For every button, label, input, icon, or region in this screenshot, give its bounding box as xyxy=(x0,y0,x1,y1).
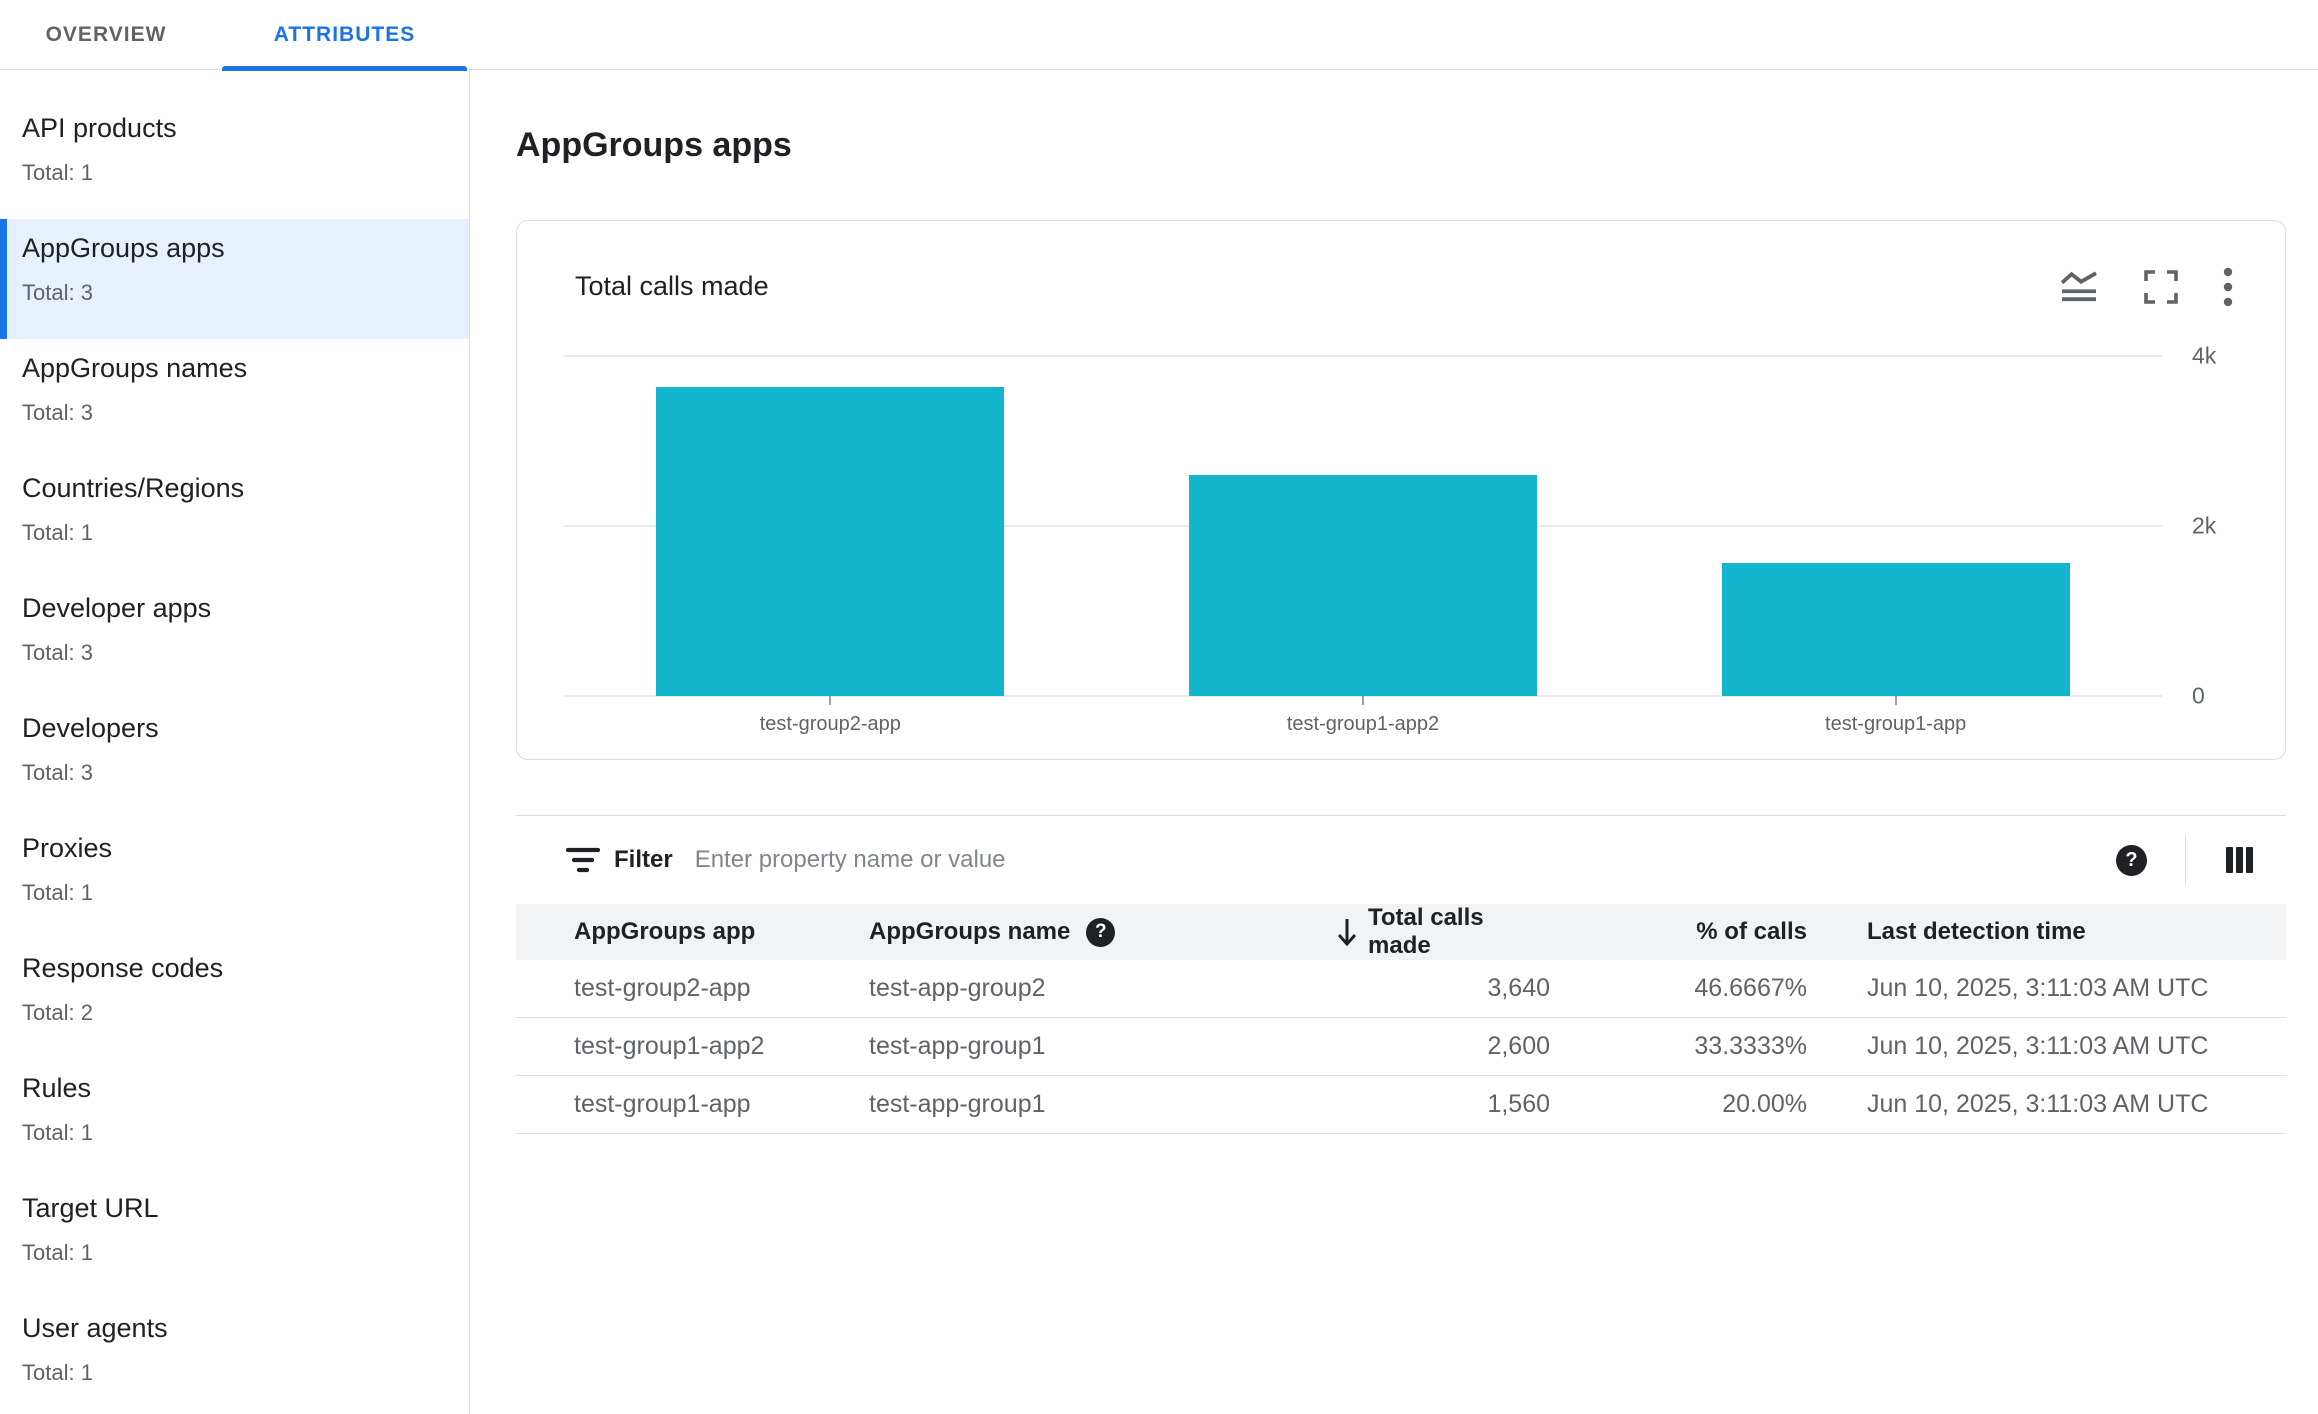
sort-descending-icon xyxy=(1336,917,1358,947)
col-header-pct-calls[interactable]: % of calls xyxy=(1696,918,1807,945)
x-axis-tick xyxy=(1894,696,1897,705)
y-axis-label: 2k xyxy=(2192,512,2217,539)
table-body: test-group2-app test-app-group2 3,640 46.66… xyxy=(516,960,2286,1134)
table-cell: test-app-group2 xyxy=(869,974,1046,1002)
x-axis-tick xyxy=(1362,696,1364,705)
table-cell: 1,560 xyxy=(1487,1090,1550,1118)
sidebar-item-total: Total: 3 xyxy=(22,400,93,425)
sidebar-item-total: Total: 2 xyxy=(22,1000,93,1025)
sidebar-item-appgroups-apps[interactable]: AppGroups apps Total: 3 xyxy=(0,219,469,339)
sidebar-item-total: Total: 3 xyxy=(22,760,93,785)
bar-test-group1-app[interactable] xyxy=(1721,563,2070,696)
filter-list-icon xyxy=(566,846,600,874)
filter-divider xyxy=(2185,836,2186,884)
tab-overview-label: OVERVIEW xyxy=(45,23,167,46)
table-cell: test-group1-app2 xyxy=(574,1032,765,1060)
sidebar-item-countries-regions[interactable]: Countries/Regions Total: 1 xyxy=(0,459,469,579)
sidebar-item-label: Target URL xyxy=(22,1193,159,1223)
filter-input[interactable] xyxy=(694,846,2116,874)
table-cell: test-app-group1 xyxy=(869,1090,1046,1118)
filter-bar: Filter ? xyxy=(516,816,2286,904)
data-table: AppGroups app AppGroups name ? Total cal… xyxy=(516,904,2286,1134)
table-cell: test-app-group1 xyxy=(869,1032,1046,1060)
x-axis-tick xyxy=(829,696,832,705)
gridline xyxy=(564,355,2162,357)
sidebar-item-total: Total: 1 xyxy=(22,520,93,545)
column-display-icon[interactable] xyxy=(2226,847,2254,873)
sidebar-item-label: API products xyxy=(22,113,177,143)
sidebar-item-appgroups-names[interactable]: AppGroups names Total: 3 xyxy=(0,339,469,459)
sidebar-item-label: Countries/Regions xyxy=(22,473,245,503)
chart-title: Total calls made xyxy=(575,271,769,301)
bar-test-group2-app[interactable] xyxy=(656,386,1005,696)
chart-card: Total calls made xyxy=(516,220,2286,760)
table-cell: 20.00% xyxy=(1722,1090,1807,1118)
tab-overview[interactable]: OVERVIEW xyxy=(35,0,177,70)
page-title: AppGroups apps xyxy=(516,126,792,164)
filter-help-icon[interactable]: ? xyxy=(2116,844,2147,876)
chart-toolbar xyxy=(2059,267,2233,307)
sidebar-item-label: AppGroups apps xyxy=(22,233,225,263)
sidebar-item-total: Total: 3 xyxy=(22,640,93,665)
col-header-appgroups-name[interactable]: AppGroups name ? xyxy=(869,917,1336,947)
sidebar-item-label: Response codes xyxy=(22,953,224,983)
sidebar-item-api-products[interactable]: API products Total: 1 xyxy=(0,99,469,219)
filter-label: Filter xyxy=(614,846,673,873)
sidebar-item-developer-apps[interactable]: Developer apps Total: 3 xyxy=(0,579,469,699)
x-axis-label: test-group1-app2 xyxy=(1286,713,1440,735)
table-row: test-group1-app2 test-app-group1 2,600 33.3… xyxy=(516,1018,2286,1076)
sidebar-item-user-agents[interactable]: User agents Total: 1 xyxy=(0,1299,469,1414)
tab-attributes[interactable]: ATTRIBUTES xyxy=(222,0,467,71)
x-axis-label: test-group1-app xyxy=(1825,713,1967,735)
y-axis-label: 0 xyxy=(2192,682,2205,709)
active-tab-underline xyxy=(222,66,467,71)
col-header-total-calls[interactable]: Total calls made xyxy=(1336,904,1550,960)
sidebar-item-total: Total: 1 xyxy=(22,880,93,905)
table-cell: test-group1-app xyxy=(574,1090,751,1118)
y-axis-label: 4k xyxy=(2192,342,2217,369)
sidebar-item-target-url[interactable]: Target URL Total: 1 xyxy=(0,1179,469,1299)
sidebar-item-label: Proxies xyxy=(22,833,113,863)
sidebar-item-total: Total: 1 xyxy=(22,1360,93,1385)
sidebar-item-total: Total: 1 xyxy=(22,1120,93,1145)
sidebar: API products Total: 1 AppGroups apps Total:… xyxy=(0,71,470,1414)
tab-bar: OVERVIEW ATTRIBUTES xyxy=(0,0,2318,71)
sidebar-item-total: Total: 1 xyxy=(22,1240,93,1265)
table-cell: Jun 10, 2025, 3:11:03 AM UTC xyxy=(1867,1090,2209,1118)
sidebar-item-label: Developers xyxy=(22,713,159,743)
appgroups-name-help-icon[interactable]: ? xyxy=(1086,917,1116,947)
sidebar-item-rules[interactable]: Rules Total: 1 xyxy=(0,1059,469,1179)
sidebar-item-proxies[interactable]: Proxies Total: 1 xyxy=(0,819,469,939)
table-cell: 2,600 xyxy=(1487,1032,1550,1060)
sidebar-item-label: AppGroups names xyxy=(22,353,248,383)
main-content: AppGroups apps Total calls made xyxy=(471,71,2318,1414)
table-cell: test-group2-app xyxy=(574,974,751,1002)
col-header-appgroups-app[interactable]: AppGroups app xyxy=(574,918,756,945)
table-cell: 46.6667% xyxy=(1694,974,1807,1002)
table-header-row: AppGroups app AppGroups name ? Total cal… xyxy=(516,904,2286,960)
sidebar-item-label: Developer apps xyxy=(22,593,212,623)
x-axis-label: test-group2-app xyxy=(759,713,901,735)
table-card: Filter ? AppGroups app AppGroups name ? xyxy=(516,815,2286,1134)
bar-chart: 4k 2k 0 test-group2-app test-group1-app2 test… xyxy=(564,343,2216,735)
sidebar-item-label: User agents xyxy=(22,1313,168,1343)
table-row: test-group2-app test-app-group2 3,640 46.66… xyxy=(516,960,2286,1018)
table-cell: 33.3333% xyxy=(1694,1032,1807,1060)
more-vert-icon[interactable] xyxy=(2223,267,2233,307)
tab-attributes-label: ATTRIBUTES xyxy=(273,23,416,46)
sidebar-item-total: Total: 1 xyxy=(22,160,93,185)
sidebar-item-developers[interactable]: Developers Total: 3 xyxy=(0,699,469,819)
table-cell: Jun 10, 2025, 3:11:03 AM UTC xyxy=(1867,1032,2209,1060)
table-cell: 3,640 xyxy=(1487,974,1550,1002)
table-cell: Jun 10, 2025, 3:11:03 AM UTC xyxy=(1867,974,2209,1002)
col-header-last-detection[interactable]: Last detection time xyxy=(1867,918,2086,945)
sidebar-item-response-codes[interactable]: Response codes Total: 2 xyxy=(0,939,469,1059)
sidebar-item-label: Rules xyxy=(22,1073,92,1103)
table-row: test-group1-app test-app-group1 1,560 20.00… xyxy=(516,1076,2286,1134)
stacked-line-chart-icon[interactable] xyxy=(2059,270,2099,304)
bar-test-group1-app2[interactable] xyxy=(1189,475,1537,696)
sidebar-item-total: Total: 3 xyxy=(22,280,93,305)
fullscreen-icon[interactable] xyxy=(2143,269,2179,305)
